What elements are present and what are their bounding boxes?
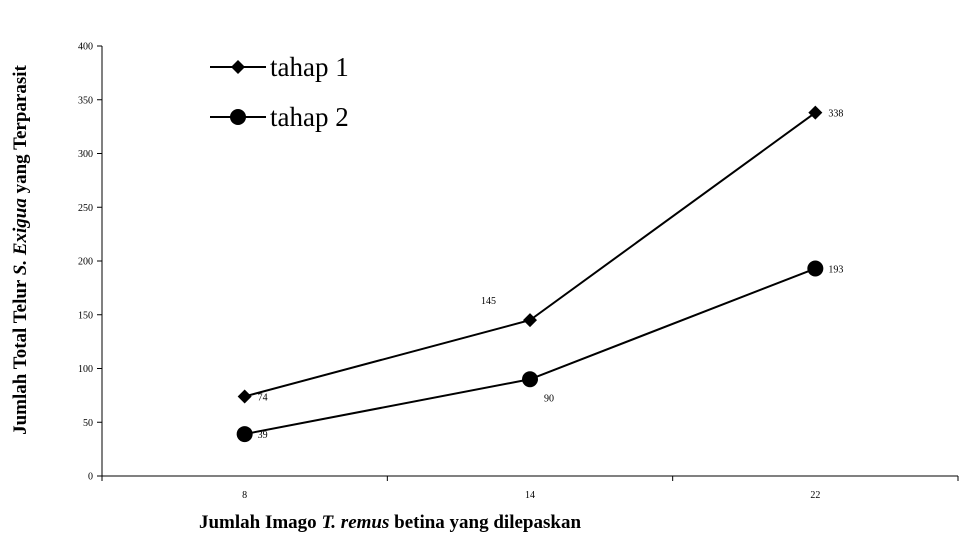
data-label: 145 [481,296,496,307]
data-point-diamond [523,313,537,328]
data-point-circle [236,426,253,443]
circle-marker-icon [210,109,266,125]
y-tick-label: 200 [78,257,93,268]
data-point-diamond [808,105,823,120]
y-tick-label: 350 [78,95,93,106]
y-axis-title: Jumlah Total Telur S. Exigua yang Terpar… [10,65,32,435]
data-label: 90 [544,393,554,404]
chart-axes [97,45,959,481]
legend-item-tahap-2: tahap 2 [210,92,349,142]
data-label: 193 [828,265,843,276]
data-point-circle [522,371,538,388]
x-tick-label: 22 [810,490,820,501]
series-line-1 [244,111,816,398]
y-tick-label: 400 [78,42,93,53]
legend-label: tahap 2 [270,101,349,132]
x-tick-label: 14 [525,490,535,501]
y-tick-label: 300 [78,149,93,160]
y-tick-labels: 0 50 100 150 200 250 300 350 400 [78,42,93,483]
x-tick-labels: 8 14 22 [242,490,820,501]
legend-item-tahap-1: tahap 1 [210,42,349,92]
y-tick-label: 100 [78,364,93,375]
y-tick-label: 250 [78,203,93,214]
data-point-circle [807,260,824,277]
y-tick-label: 150 [78,310,93,321]
data-point-diamond [237,389,252,404]
data-label: 39 [258,430,268,441]
diamond-marker-icon [210,60,266,74]
legend: tahap 1 tahap 2 [210,42,349,142]
data-labels: 74 145 338 39 90 193 [258,109,844,441]
data-label: 338 [828,109,843,120]
series-line-2 [244,267,816,436]
x-axis-title: Jumlah Imago T. remus betina yang dilepa… [198,512,582,533]
x-tick-label: 8 [242,490,247,501]
y-tick-label: 0 [88,472,93,483]
data-label: 74 [258,392,268,403]
y-tick-label: 50 [83,418,93,429]
series-markers [236,105,824,443]
legend-label: tahap 1 [270,51,349,82]
